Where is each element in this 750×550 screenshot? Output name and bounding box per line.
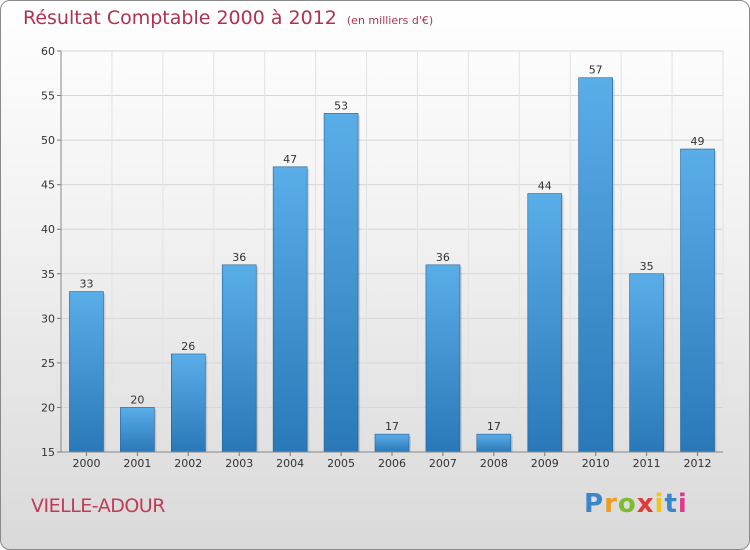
bar-2012 (680, 148, 715, 453)
x-tick-label-2000: 2000 (72, 457, 100, 470)
logo-letter: t (664, 489, 678, 519)
bar-2001 (120, 407, 155, 453)
bar-2005 (323, 113, 359, 453)
x-tick-label-2012: 2012 (684, 457, 712, 470)
bar-2010 (578, 77, 613, 453)
x-tick-label-2002: 2002 (174, 457, 202, 470)
grid-lines (60, 50, 724, 453)
logo-letter: r (604, 489, 618, 519)
x-tick-label-2003: 2003 (225, 457, 253, 470)
bar-2006 (374, 433, 410, 453)
bar-2009 (527, 193, 563, 453)
data-label-2010: 57 (589, 64, 603, 77)
bar-2007 (425, 264, 461, 453)
logo-letter: P (584, 489, 605, 519)
y-tick-label: 40 (41, 223, 55, 236)
y-tick-label: 60 (41, 45, 55, 58)
logo-letter: i (654, 489, 665, 519)
data-label-2011: 35 (640, 260, 654, 273)
logo-letter: x (636, 489, 655, 519)
data-label-2003: 36 (232, 251, 246, 264)
data-label-2006: 17 (385, 420, 399, 433)
x-tick-label-2004: 2004 (276, 457, 304, 470)
title-text: Résultat Comptable 2000 à 2012 (23, 7, 337, 29)
title-unit-note: (en milliers d'€) (346, 14, 434, 27)
y-tick-label: 45 (41, 179, 55, 192)
bars: 33 20 26 36 47 53 17 36 17 44 57 35 49 (69, 64, 717, 453)
bar-2004 (272, 166, 308, 453)
data-label-2001: 20 (130, 393, 144, 406)
y-tick-label: 35 (41, 268, 55, 281)
y-tick-label: 25 (41, 357, 55, 370)
y-tick-label: 50 (41, 134, 55, 147)
data-label-2004: 47 (283, 153, 297, 166)
data-label-2005: 53 (334, 99, 348, 112)
data-label-2008: 17 (487, 420, 501, 433)
x-tick-label-2007: 2007 (429, 457, 457, 470)
bar-2002 (171, 353, 206, 453)
bar-2000 (69, 291, 104, 453)
chart-title: Résultat Comptable 2000 à 2012 (en millie… (23, 7, 433, 29)
x-tick-label-2010: 2010 (582, 457, 610, 470)
proxiti-logo: Proxiti (584, 489, 688, 519)
bar-2003 (221, 264, 257, 453)
logo-letter: i (677, 489, 688, 519)
data-label-2007: 36 (436, 251, 450, 264)
x-tick-label-2011: 2011 (633, 457, 661, 470)
x-tick-label-2009: 2009 (531, 457, 559, 470)
y-tick-label: 30 (41, 312, 55, 325)
axes: 15 20 25 30 35 40 45 50 55 60 2000 2001 2002 2003 2004… (41, 45, 723, 470)
data-label-2000: 33 (79, 278, 93, 291)
y-tick-label: 15 (41, 446, 55, 459)
x-tick-label-2001: 2001 (123, 457, 151, 470)
y-tick-label: 20 (41, 401, 55, 414)
y-tick-label: 55 (41, 90, 55, 103)
commune-name: VIELLE-ADOUR (31, 495, 165, 517)
x-tick-label-2008: 2008 (480, 457, 508, 470)
data-label-2002: 26 (181, 340, 195, 353)
x-tick-label-2006: 2006 (378, 457, 406, 470)
bar-2011 (629, 273, 664, 453)
x-tick-label-2005: 2005 (327, 457, 355, 470)
data-label-2012: 49 (691, 135, 705, 148)
bar-2008 (476, 433, 512, 453)
logo-letter: o (617, 489, 637, 519)
data-label-2009: 44 (538, 180, 552, 193)
